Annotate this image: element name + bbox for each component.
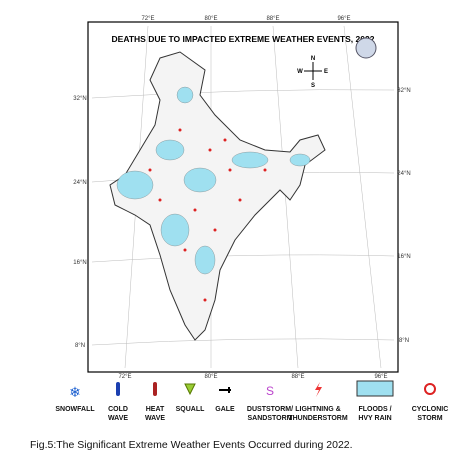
graticule-label: 32°N: [73, 96, 86, 102]
graticule-label: 8°N: [399, 338, 409, 344]
compass-letter: S: [311, 83, 315, 89]
legend: ❄ SNOWFALL COLD WAVE HEAT WAVE SQUALL GALE S DUST…: [55, 380, 449, 422]
legend-label: SNOWFALL: [55, 406, 95, 413]
graticule-label: 16°N: [397, 254, 410, 260]
graticule-label: 8°N: [75, 343, 85, 349]
legend-label: THUNDERSTORM: [288, 415, 348, 422]
graticule-label: 72°E: [141, 16, 154, 22]
compass-letter: E: [324, 69, 328, 75]
map-title: DEATHS DUE TO IMPACTED EXTREME WEATHER E…: [112, 34, 375, 44]
legend-label: WAVE: [108, 415, 128, 422]
legend-label: SQUALL: [176, 406, 206, 413]
legend-icon: ❄: [69, 384, 81, 400]
legend-label: COLD: [108, 406, 128, 413]
legend-label: CYCLONIC: [412, 406, 449, 413]
graticule-label: 32°N: [397, 88, 410, 94]
legend-label: WAVE: [145, 415, 165, 422]
legend-label: SANDSTORM: [248, 415, 293, 422]
legend-label: HVY RAIN: [358, 415, 391, 422]
graticule-labels: 72°E 80°E 88°E 96°E 72°E 80°E 88°E 96°E 32°N 24°N…: [73, 16, 410, 380]
compass-letter: N: [311, 56, 315, 62]
legend-label: FLOODS /: [358, 406, 391, 413]
india-outline: [109, 51, 326, 341]
graticule-label: 24°N: [397, 171, 410, 177]
event-dots: [148, 128, 267, 302]
legend-label: STORM: [417, 415, 442, 422]
legend-icon: [219, 387, 231, 393]
legend-label: DUSTSTORM/: [247, 406, 293, 413]
legend-label: GALE: [215, 406, 235, 413]
flood-areas: [116, 86, 311, 275]
logo: [355, 37, 377, 59]
graticule-label: 88°E: [266, 16, 279, 22]
legend-icon: [356, 380, 394, 397]
graticule-label: 72°E: [118, 374, 131, 380]
graticule-label: 88°E: [291, 374, 304, 380]
graticule-label: 24°N: [73, 180, 86, 186]
legend-icon: S: [266, 384, 274, 398]
legend-icon: [116, 382, 120, 396]
legend-label: HEAT: [146, 406, 165, 413]
legend-label: LIGHTNING &: [295, 406, 341, 413]
graticule-label: 96°E: [374, 374, 387, 380]
compass: N E S W: [297, 56, 328, 89]
legend-icon: [315, 382, 322, 397]
graticule-label: 80°E: [204, 374, 217, 380]
graticule-label: 16°N: [73, 260, 86, 266]
graticule-label: 96°E: [337, 16, 350, 22]
compass-letter: W: [297, 69, 303, 75]
graticule-label: 80°E: [204, 16, 217, 22]
legend-icon: [424, 383, 436, 395]
legend-icon: [184, 383, 196, 396]
legend-icon: [153, 382, 157, 396]
caption: Fig.5:The Significant Extreme Weather Ev…: [30, 439, 353, 451]
